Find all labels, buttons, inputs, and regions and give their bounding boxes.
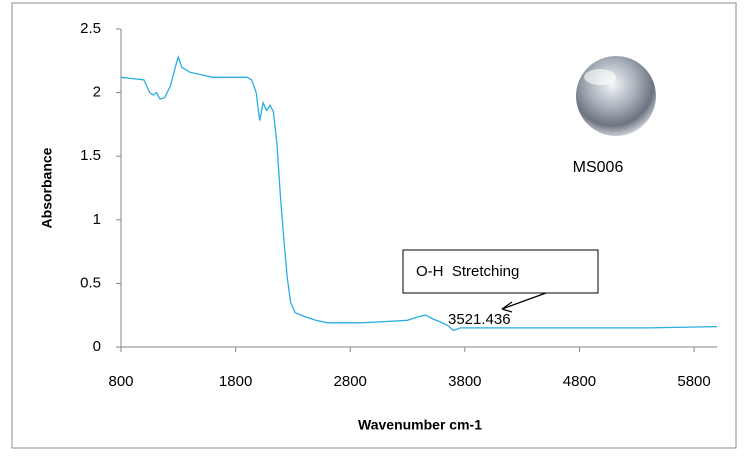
sample-highlight xyxy=(584,69,616,85)
x-tick-label: 3800 xyxy=(448,373,481,390)
x-tick-label: 800 xyxy=(108,373,133,390)
y-tick-label: 2 xyxy=(93,84,101,101)
sample-image xyxy=(576,56,656,136)
y-tick-label: 1 xyxy=(93,211,101,228)
x-tick-label: 2800 xyxy=(334,373,367,390)
sample-label: MS006 xyxy=(573,159,624,176)
arrow-head xyxy=(501,301,513,313)
peak-label: 3521.436 xyxy=(448,311,511,328)
annotation-arrow xyxy=(501,292,547,310)
annotation-text: O-H Stretching xyxy=(416,263,519,280)
annotation-box xyxy=(402,249,599,294)
y-tick-label: 0 xyxy=(93,338,101,355)
y-axis-title: Absorbance xyxy=(39,147,55,228)
x-tick-label: 4800 xyxy=(563,373,596,390)
x-tick-label: 5800 xyxy=(677,373,710,390)
y-tick-label: 0.5 xyxy=(80,274,101,291)
y-tick-label: 2.5 xyxy=(80,20,101,37)
x-axis-title: Wavenumber cm-1 xyxy=(358,417,482,433)
y-tick-label: 1.5 xyxy=(80,147,101,164)
spectrum-line xyxy=(120,54,718,332)
x-tick-label: 1800 xyxy=(219,373,252,390)
